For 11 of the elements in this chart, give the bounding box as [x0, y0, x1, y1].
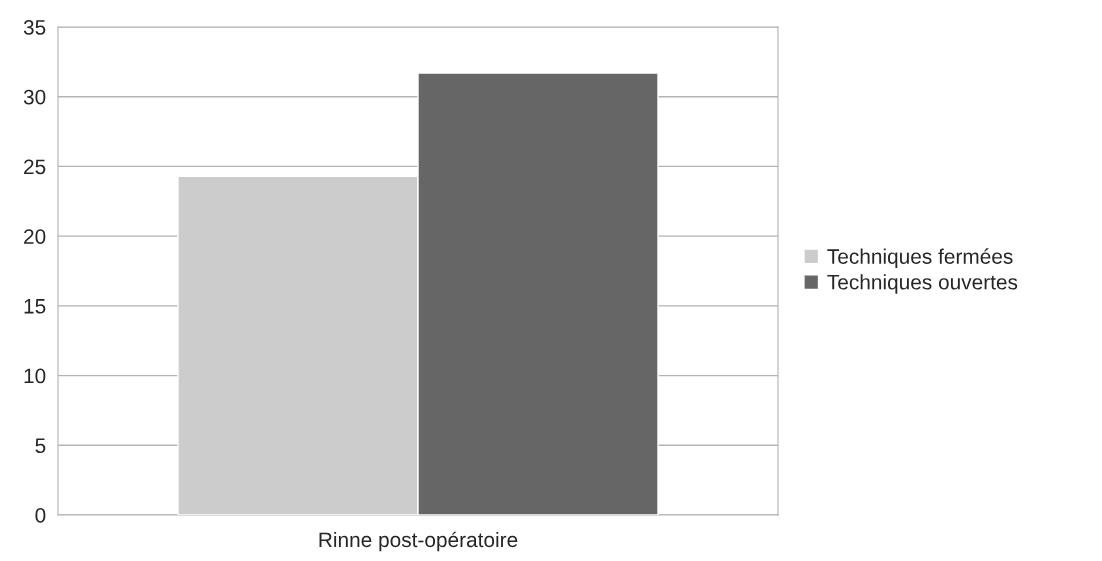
x-tick-label: Rinne post-opératoire	[319, 531, 518, 552]
y-tick-label: 10	[24, 368, 46, 384]
y-tick-label: 0	[35, 508, 46, 523]
y-tick-label: 20	[24, 229, 46, 244]
y-tick-label: 35	[23, 20, 46, 35]
legend-label: Techniques fermées	[827, 248, 1013, 268]
legend-label: Techniques ouvertes	[827, 274, 1018, 294]
y-tick-label: 15	[24, 299, 46, 314]
y-tick-label: 5	[35, 438, 46, 454]
y-tick-label: 25	[24, 159, 46, 175]
y-tick-label: 30	[23, 89, 46, 105]
